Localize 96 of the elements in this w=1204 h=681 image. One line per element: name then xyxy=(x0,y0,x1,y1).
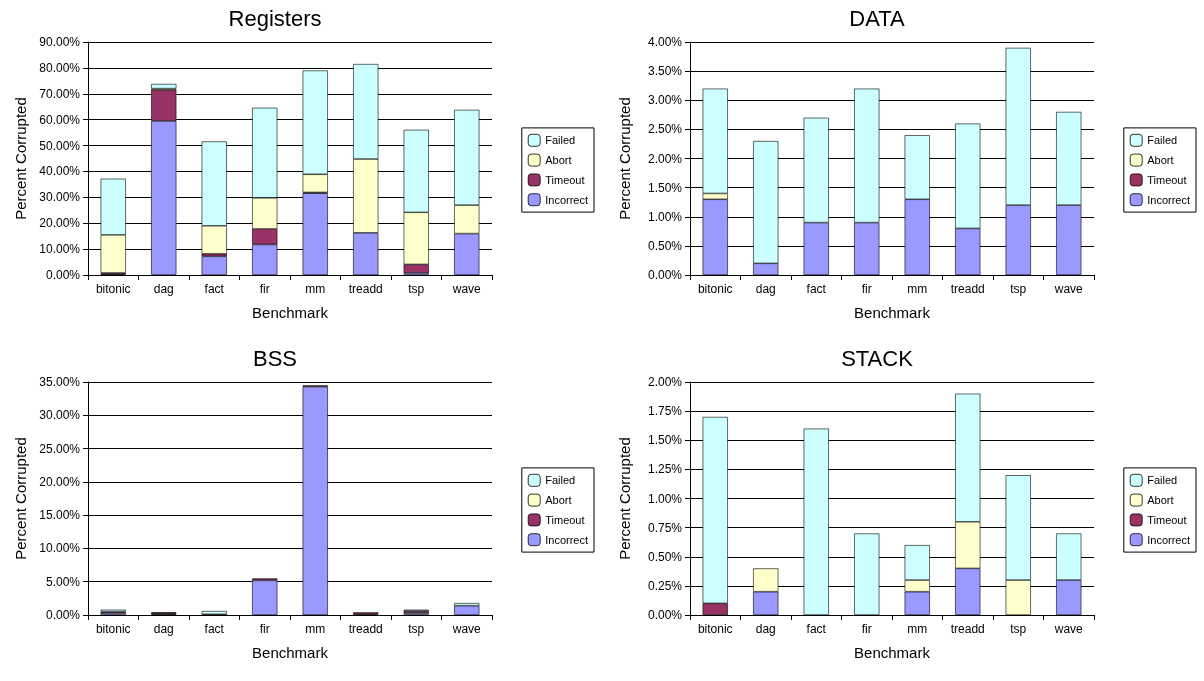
x-tick-label: fir xyxy=(259,622,270,636)
y-tick-label: 35.00% xyxy=(39,375,81,389)
x-tick-label: mm xyxy=(907,622,928,636)
x-tick-label: fact xyxy=(806,622,827,636)
x-tick-label: fir xyxy=(861,282,872,296)
y-tick-label: 40.00% xyxy=(39,164,81,179)
x-tick-label: fact xyxy=(204,282,225,296)
legend-label: Timeout xyxy=(545,173,585,186)
chart-title: Registers xyxy=(228,5,322,31)
legend-label: Abort xyxy=(1147,154,1174,167)
x-tick-label: wave xyxy=(451,622,482,636)
y-tick-label: 5.00% xyxy=(45,574,81,589)
x-axis-title: Benchmark xyxy=(854,644,931,661)
x-tick-label: fact xyxy=(204,622,225,636)
x-tick-label: tsp xyxy=(408,282,425,296)
y-tick-label: 60.00% xyxy=(39,112,81,127)
legend-label: Failed xyxy=(1147,474,1178,487)
x-axis-title: Benchmark xyxy=(854,304,931,321)
y-axis-title: Percent Corrupted xyxy=(12,97,30,220)
y-tick-label: 2.50% xyxy=(647,122,683,137)
y-tick-label: 30.00% xyxy=(39,408,81,423)
legend-label: Incorrect xyxy=(545,533,589,546)
x-tick-label: tsp xyxy=(408,622,425,636)
y-tick-label: 4.00% xyxy=(647,35,683,49)
y-tick-label: 80.00% xyxy=(39,60,81,75)
legend-label: Abort xyxy=(545,154,572,167)
chart-title: STACK xyxy=(841,345,914,371)
x-tick-label: mm xyxy=(305,622,326,636)
legend-label: Incorrect xyxy=(545,193,589,206)
x-tick-label: bitonic xyxy=(697,622,733,636)
x-tick-label: fact xyxy=(806,282,827,296)
y-tick-label: 1.50% xyxy=(647,180,683,195)
x-tick-label: bitonic xyxy=(95,282,131,296)
legend-label: Failed xyxy=(1147,134,1178,147)
x-tick-label: wave xyxy=(451,282,482,296)
y-tick-label: 0.50% xyxy=(647,549,683,564)
legend-label: Failed xyxy=(545,134,576,147)
x-tick-label: dag xyxy=(153,622,174,636)
x-axis-title: Benchmark xyxy=(252,304,329,321)
chart-title: BSS xyxy=(252,345,298,371)
x-tick-label: wave xyxy=(1053,282,1084,296)
y-tick-label: 70.00% xyxy=(39,86,81,101)
y-tick-label: 20.00% xyxy=(39,216,81,231)
y-tick-label: 3.50% xyxy=(647,64,683,79)
x-tick-label: treadd xyxy=(348,282,383,296)
y-tick-label: 1.00% xyxy=(647,209,683,224)
y-tick-label: 2.00% xyxy=(647,151,683,166)
x-tick-label: treadd xyxy=(950,622,985,636)
x-tick-label: mm xyxy=(907,282,928,296)
legend-label: Timeout xyxy=(1147,513,1187,526)
x-tick-label: fir xyxy=(259,282,270,296)
y-tick-label: 30.00% xyxy=(39,190,81,205)
y-tick-label: 0.00% xyxy=(647,608,683,622)
y-tick-label: 0.75% xyxy=(647,520,683,535)
legend-label: Abort xyxy=(545,494,572,507)
y-tick-label: 0.00% xyxy=(647,268,683,282)
x-tick-label: dag xyxy=(153,282,174,296)
legend-label: Abort xyxy=(1147,494,1174,507)
x-tick-label: tsp xyxy=(1010,282,1027,296)
x-tick-label: treadd xyxy=(950,282,985,296)
y-tick-label: 10.00% xyxy=(39,242,81,257)
y-tick-label: 20.00% xyxy=(39,474,81,489)
legend-label: Failed xyxy=(545,474,576,487)
x-tick-label: dag xyxy=(755,622,776,636)
y-tick-label: 2.00% xyxy=(647,375,683,389)
legend-label: Timeout xyxy=(545,513,585,526)
legend-label: Incorrect xyxy=(1147,533,1191,546)
y-tick-label: 90.00% xyxy=(39,35,81,49)
x-tick-label: treadd xyxy=(348,622,383,636)
y-tick-label: 1.00% xyxy=(647,491,683,506)
y-tick-label: 15.00% xyxy=(39,508,81,523)
x-tick-label: dag xyxy=(755,282,776,296)
x-axis-title: Benchmark xyxy=(252,644,329,661)
y-axis-title: Percent Corrupted xyxy=(616,437,633,560)
y-tick-label: 0.50% xyxy=(647,238,683,253)
y-tick-label: 25.00% xyxy=(39,441,81,456)
y-tick-label: 1.75% xyxy=(647,404,683,419)
y-tick-label: 0.00% xyxy=(45,608,81,622)
y-tick-label: 0.25% xyxy=(647,578,683,593)
x-tick-label: fir xyxy=(861,622,872,636)
chart-title: DATA xyxy=(849,5,906,31)
y-tick-label: 1.25% xyxy=(647,462,683,477)
legend-label: Incorrect xyxy=(1147,193,1191,206)
y-tick-label: 10.00% xyxy=(39,541,81,556)
legend-label: Timeout xyxy=(1147,173,1187,186)
x-tick-label: bitonic xyxy=(95,622,131,636)
y-axis-title: Percent Corrupted xyxy=(616,97,633,220)
y-tick-label: 1.50% xyxy=(647,433,683,448)
x-tick-label: bitonic xyxy=(697,282,733,296)
y-tick-label: 50.00% xyxy=(39,138,81,153)
x-tick-label: wave xyxy=(1053,622,1084,636)
x-tick-label: mm xyxy=(305,282,326,296)
y-tick-label: 0.00% xyxy=(45,268,81,282)
y-axis-title: Percent Corrupted xyxy=(12,437,30,560)
x-tick-label: tsp xyxy=(1010,622,1027,636)
y-tick-label: 3.00% xyxy=(647,93,683,108)
